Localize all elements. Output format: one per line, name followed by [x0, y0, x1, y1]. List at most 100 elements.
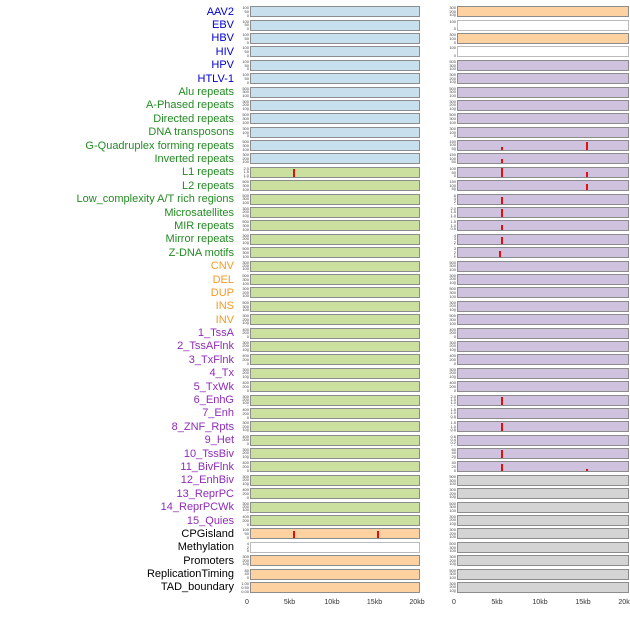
y-tick-label: 500 [242, 247, 249, 252]
y-tick-label: 0 [247, 377, 249, 379]
y-tick-label: 100 [449, 142, 456, 148]
y-tick-label: 300 [449, 263, 456, 269]
y-tick-label: 200 [242, 383, 249, 389]
y-tick-label: 0 [246, 575, 249, 580]
y-tick-label: 100 [449, 279, 456, 285]
right-track-panel [457, 528, 629, 540]
y-tick-label: 100 [242, 293, 249, 299]
left-track-panel [250, 46, 420, 58]
left-track-panel [250, 32, 420, 44]
left-track-panel [250, 207, 420, 219]
y-tick-label: 150 [449, 140, 456, 145]
left-track-panel [250, 501, 420, 513]
y-tick-label: 100 [242, 453, 249, 459]
y-tick-label: 300 [449, 89, 456, 95]
right-track-panel [457, 367, 629, 379]
left-y-axis-ticks: 400 200 0 [237, 354, 250, 365]
y-tick-label: 100 [449, 481, 456, 486]
y-tick-label: 2 [246, 544, 249, 550]
row-label: 11_BivFlnk [180, 460, 234, 473]
right-track-panel [457, 421, 629, 433]
y-tick-label: 0 [246, 52, 249, 58]
left-track-panel [250, 166, 420, 178]
row-label: 13_ReprPC [176, 487, 234, 500]
y-tick-label: 1.0 [450, 400, 456, 406]
y-tick-label: 1.5 [450, 407, 456, 412]
signal-spike [500, 208, 503, 218]
y-tick-label: 200 [242, 209, 249, 215]
left-y-axis-ticks: 500 300 100 [237, 220, 250, 231]
y-tick-label: 0 [453, 133, 456, 138]
y-tick-label: 200 [242, 504, 249, 510]
right-y-axis-ticks: 400 200 0 [444, 354, 457, 365]
left-y-axis-ticks: 400 200 0 [237, 488, 250, 499]
y-tick-label: 100 [449, 46, 456, 51]
right-y-axis-ticks: 2.01.51.00.50.0 [444, 207, 457, 218]
left-track-panel [250, 340, 420, 352]
y-tick-label: 0.0 [450, 444, 456, 446]
right-y-axis-ticks: 400 200 0 [444, 381, 457, 392]
signal-spike [500, 423, 503, 432]
row-label: 1_TssA [197, 327, 234, 340]
left-y-axis-ticks: 100 50 0 [237, 20, 250, 31]
row-label: EBV [211, 19, 234, 32]
y-tick-label: 200 [449, 330, 456, 336]
y-tick-label: 300 [449, 515, 456, 520]
y-tick-label: 0 [453, 334, 456, 339]
y-tick-label: 100 [242, 373, 249, 379]
right-y-axis-ticks: 100 0 [444, 46, 457, 57]
row-label: 2_TssAFlnk [177, 340, 234, 353]
y-tick-label: 300 [242, 367, 249, 372]
y-tick-label: 100 [449, 11, 456, 17]
y-tick-label: 200 [242, 357, 249, 363]
left-y-axis-ticks: 1.00 0.50 0.00 [237, 582, 250, 593]
left-y-axis-ticks: 500 300 100 [237, 247, 250, 258]
y-tick-label: 0 [246, 414, 249, 419]
y-tick-label: 200 [449, 75, 456, 81]
row-label: Promoters [183, 554, 234, 567]
y-tick-label: 400 [242, 515, 249, 520]
left-track-panel [250, 568, 420, 580]
y-tick-label: 0 [453, 39, 456, 44]
y-tick-label: 200 [449, 276, 456, 282]
right-track-panel [457, 555, 629, 567]
left-track-panel [250, 314, 420, 326]
y-tick-label: 0 [453, 52, 456, 58]
right-y-axis-ticks: 300 100 0 [444, 33, 457, 44]
track-row: 5_TxWk 400 200 0 400 200 0 [0, 380, 630, 393]
signal-spike [585, 142, 588, 151]
track-row: 3_TxFlnk 400 200 0 400 200 0 [0, 353, 630, 366]
y-tick-label: 50 [451, 145, 456, 151]
y-tick-label: 200 [449, 343, 456, 349]
y-tick-label: 100 [449, 105, 456, 111]
right-track-panel [457, 327, 629, 339]
y-tick-label: 300 [242, 153, 249, 158]
y-tick-label: 200 [242, 557, 249, 563]
y-tick-label: 0 [246, 468, 249, 473]
y-tick-label: 300 [242, 99, 249, 104]
y-tick-label: 1.5 [450, 396, 456, 402]
left-track-panel [250, 407, 420, 419]
row-label: HTLV-1 [197, 72, 234, 85]
y-tick-label: 0.50 [241, 584, 249, 590]
right-y-axis-ticks: 6040200 [444, 448, 457, 459]
y-tick-label: 300 [449, 488, 456, 493]
row-label: L1 repeats [182, 166, 234, 179]
y-tick-label: 200 [242, 370, 249, 376]
y-tick-label: 200 [242, 102, 249, 108]
y-tick-label: 300 [242, 207, 249, 212]
y-tick-label: 300 [449, 544, 456, 550]
left-y-axis-ticks: 500 300 100 [237, 87, 250, 98]
y-tick-label: 100 [449, 155, 456, 161]
right-track-panel [457, 32, 629, 44]
y-tick-label: 500 [449, 474, 456, 479]
row-label: Methylation [177, 541, 234, 554]
track-row: Low_complexity A/T rich regions 500 300 10… [0, 192, 630, 205]
right-track-panel [457, 515, 629, 527]
y-tick-label: 100 [449, 35, 456, 41]
